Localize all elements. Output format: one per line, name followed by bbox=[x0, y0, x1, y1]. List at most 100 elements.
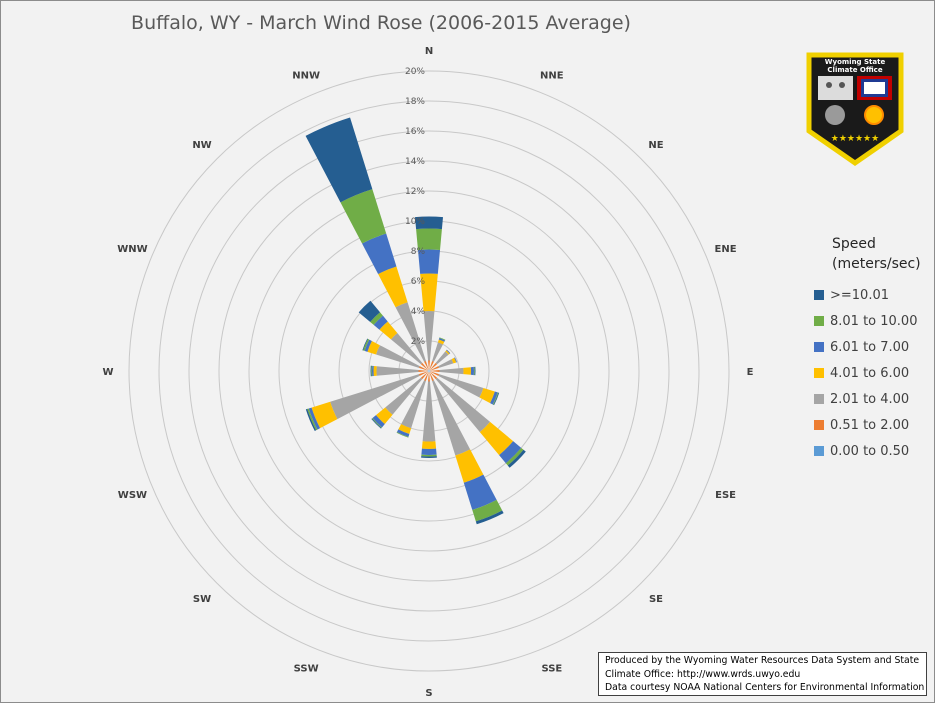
tick-label: 16% bbox=[405, 127, 425, 137]
bar-wsw-segment bbox=[308, 407, 321, 430]
direction-label-e: E bbox=[747, 367, 754, 378]
bar-wnw-segment bbox=[418, 366, 428, 371]
bar-nne-segment bbox=[429, 360, 434, 370]
bar-n-segment bbox=[417, 249, 441, 274]
bar-wnw-segment bbox=[376, 345, 420, 368]
bar-sw-segment bbox=[371, 418, 382, 429]
bar-nne-segment bbox=[437, 339, 445, 345]
tick-label: 14% bbox=[405, 157, 425, 167]
bar-wnw-segment bbox=[367, 341, 380, 355]
direction-label-se: SE bbox=[649, 594, 663, 605]
direction-label-nw: NW bbox=[192, 140, 211, 151]
bar-s-segment bbox=[421, 456, 437, 458]
bar-w-segment bbox=[376, 366, 419, 376]
bar-nnw-segment bbox=[362, 233, 397, 275]
bar-ne-segment bbox=[429, 362, 438, 371]
bar-s-segment bbox=[421, 441, 437, 450]
legend-label: 2.01 to 4.00 bbox=[830, 391, 910, 407]
tick-label: 2% bbox=[411, 337, 426, 347]
bar-se-segment bbox=[507, 449, 526, 468]
bar-sse-segment bbox=[472, 499, 503, 522]
bar-sw-segment bbox=[385, 377, 423, 415]
bar-ssw-segment bbox=[396, 432, 409, 438]
bar-e-segment bbox=[439, 367, 464, 375]
tick-label: 12% bbox=[405, 187, 425, 197]
bar-sse-segment bbox=[429, 371, 430, 373]
direction-label-sw: SW bbox=[193, 594, 211, 605]
legend-item: 0.51 to 2.00 bbox=[814, 412, 932, 438]
tick-label: 20% bbox=[405, 67, 425, 77]
bar-nw-segment bbox=[390, 332, 423, 365]
legend-item: 0.00 to 0.50 bbox=[814, 438, 932, 464]
bar-ne-segment bbox=[445, 350, 450, 355]
bar-sse-segment bbox=[463, 474, 497, 510]
bar-se-segment bbox=[505, 447, 524, 466]
bar-ssw-segment bbox=[401, 380, 426, 429]
climate-office-logo: Wyoming State Climate Office ★★★★★★ bbox=[806, 52, 904, 167]
bar-nw-segment bbox=[420, 362, 429, 371]
bar-nw-segment bbox=[373, 315, 388, 330]
bar-ne-segment bbox=[435, 351, 449, 365]
credits-line-1: Produced by the Wyoming Water Resources … bbox=[605, 655, 920, 666]
bar-ssw-segment bbox=[424, 372, 429, 382]
bar-nne-segment bbox=[439, 337, 446, 341]
bar-nw-segment bbox=[370, 312, 383, 325]
cowboy-icon bbox=[818, 76, 853, 100]
bar-nne-segment bbox=[432, 342, 443, 362]
bar-ssw-segment bbox=[396, 429, 410, 437]
direction-label-sse: SSE bbox=[541, 664, 562, 675]
bar-nw-segment bbox=[358, 300, 381, 323]
bar-sw-segment bbox=[375, 407, 393, 425]
bar-w-segment bbox=[370, 365, 372, 377]
bar-s-segment bbox=[422, 381, 436, 442]
bar-wnw-segment bbox=[364, 339, 372, 352]
legend-swatch bbox=[814, 394, 824, 404]
bar-ne-segment bbox=[446, 349, 451, 354]
legend-label: 4.01 to 6.00 bbox=[830, 365, 910, 381]
bar-s-segment bbox=[428, 372, 430, 382]
bar-nne-segment bbox=[438, 338, 446, 342]
bar-nw-segment bbox=[427, 369, 429, 371]
direction-label-n: N bbox=[425, 46, 433, 57]
bar-wsw-segment bbox=[418, 371, 428, 376]
legend-swatch bbox=[814, 316, 824, 326]
bar-nnw-segment bbox=[395, 302, 426, 362]
bar-w-segment bbox=[372, 365, 374, 377]
legend-swatch bbox=[814, 342, 824, 352]
legend-item: 2.01 to 4.00 bbox=[814, 386, 932, 412]
bar-s-segment bbox=[421, 448, 437, 456]
bar-ene-segment bbox=[430, 366, 440, 371]
bar-se-segment bbox=[479, 421, 514, 456]
direction-labels: N NNE NE ENE E ESE SE SSE S SSW SW WSW W WNW NW NNW bbox=[102, 46, 753, 699]
legend: Speed (meters/sec) >=10.01 8.01 to 10.00 6… bbox=[814, 234, 932, 464]
tick-label: 4% bbox=[411, 307, 426, 317]
bar-nnw-segment bbox=[305, 117, 373, 203]
bar-wsw-segment bbox=[311, 401, 338, 429]
bar-nnw-segment bbox=[378, 266, 408, 308]
direction-label-ne: NE bbox=[648, 140, 663, 151]
bar-n-segment bbox=[414, 216, 444, 230]
bar-w-segment bbox=[418, 370, 428, 372]
bar-se-segment bbox=[429, 371, 431, 373]
direction-label-nnw: NNW bbox=[292, 70, 320, 81]
legend-title: Speed (meters/sec) bbox=[832, 236, 921, 272]
bar-nne-segment bbox=[429, 369, 430, 371]
bar-wsw-segment bbox=[427, 371, 429, 372]
bar-ne-segment bbox=[429, 369, 431, 371]
credits-line-3: Data courtesy NOAA National Centers for … bbox=[605, 682, 925, 693]
ring-18 bbox=[158, 100, 700, 642]
bar-nnw-segment bbox=[428, 369, 429, 371]
ring-20 bbox=[128, 70, 730, 672]
legend-swatch bbox=[814, 290, 824, 300]
legend-label: 0.51 to 2.00 bbox=[830, 417, 910, 433]
logo-text-line-2: Climate Office bbox=[827, 66, 882, 74]
bar-ese-segment bbox=[479, 387, 495, 404]
tick-label: 10% bbox=[405, 217, 425, 227]
bar-w-segment bbox=[373, 365, 377, 377]
credits-box: Produced by the Wyoming Water Resources … bbox=[598, 652, 927, 696]
bar-wnw-segment bbox=[362, 338, 368, 351]
bar-ssw-segment bbox=[428, 371, 429, 373]
bar-sw-segment bbox=[420, 371, 429, 380]
